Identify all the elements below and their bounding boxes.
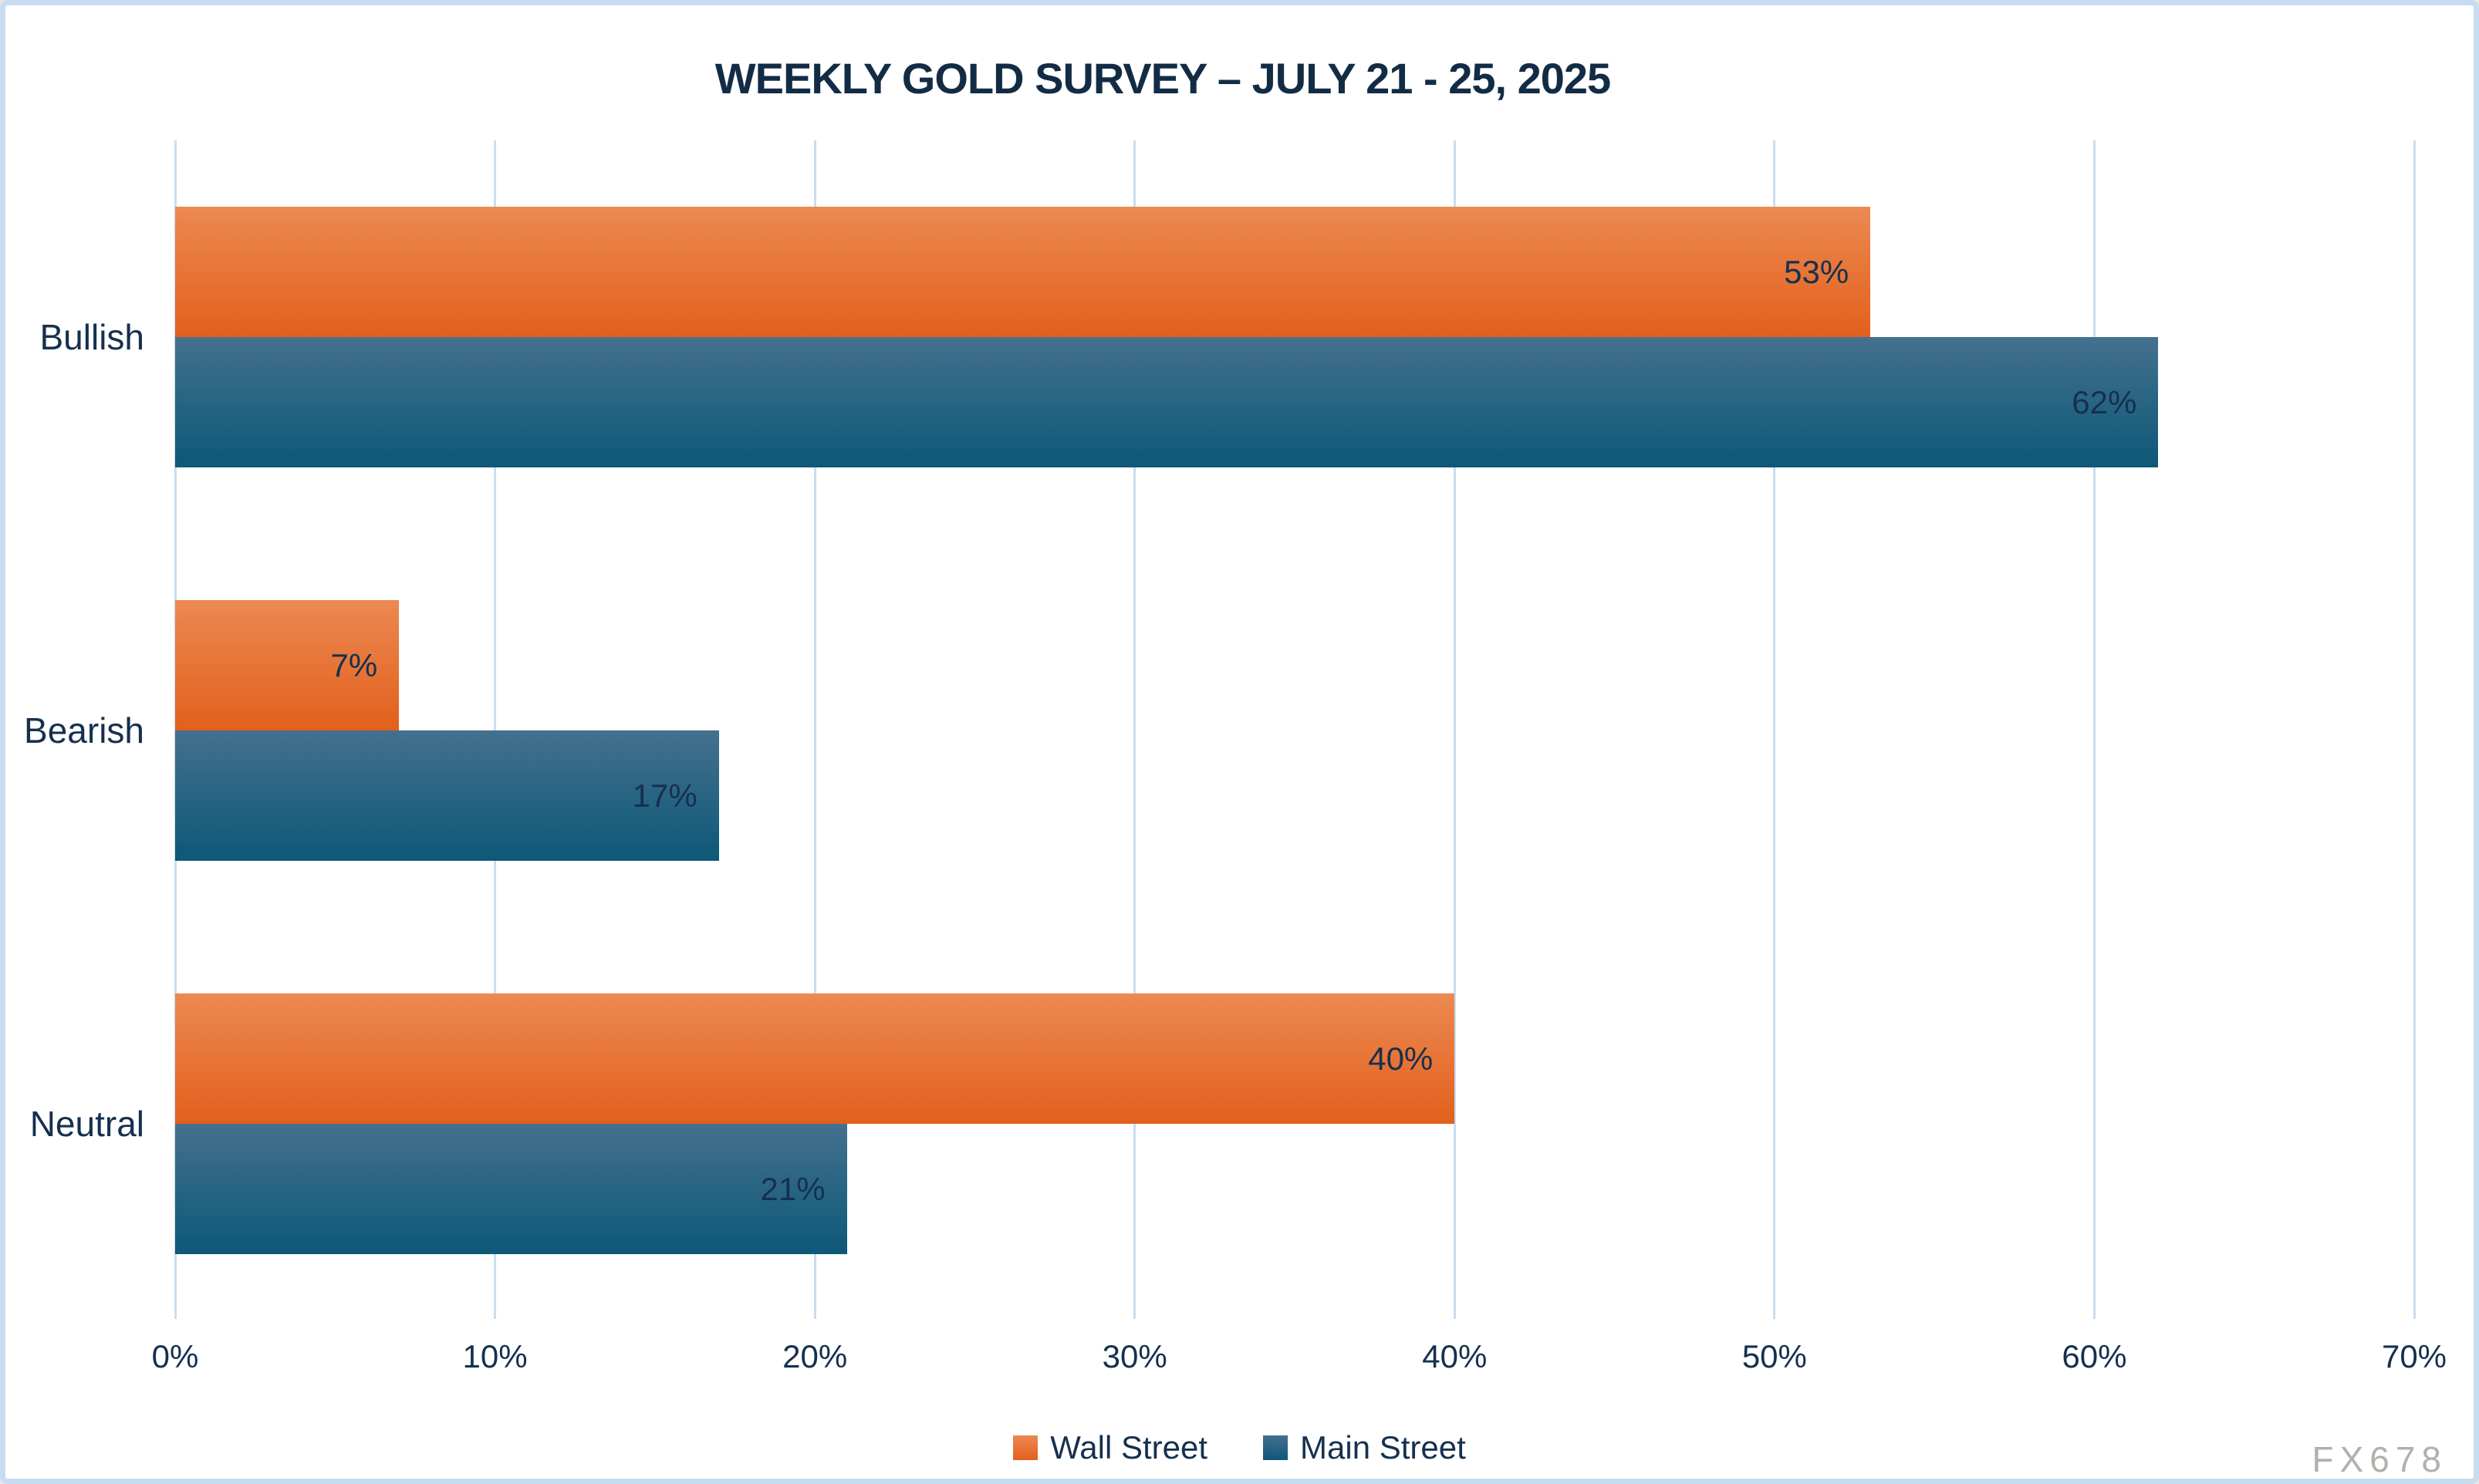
bar-value-label: 62% xyxy=(2072,383,2137,420)
gridline-30% xyxy=(1133,140,1136,1319)
category-label-bullish: Bullish xyxy=(39,317,144,357)
gridline-20% xyxy=(813,140,816,1319)
x-tick-label: 10% xyxy=(462,1338,528,1374)
bar-value-label: 21% xyxy=(760,1170,826,1207)
x-tick-label: 40% xyxy=(1422,1338,1488,1374)
legend-swatch-main-street xyxy=(1263,1435,1288,1460)
legend-item-main-street: Main Street xyxy=(1263,1429,1466,1466)
bar-main-street-neutral: 21% xyxy=(175,1124,847,1254)
gridline-40% xyxy=(1453,140,1456,1319)
legend-label: Wall Street xyxy=(1050,1429,1208,1465)
gridline-70% xyxy=(2413,140,2416,1319)
gridline-60% xyxy=(2092,140,2096,1319)
x-tick-label: 60% xyxy=(2062,1338,2127,1374)
bar-value-label: 7% xyxy=(330,646,378,683)
bar-wall-street-bullish: 53% xyxy=(175,207,1871,337)
chart-title: WEEKLY GOLD SURVEY – JULY 21 - 25, 2025 xyxy=(714,54,1611,103)
bar-main-street-bullish: 62% xyxy=(175,337,2159,467)
x-tick-label: 20% xyxy=(782,1338,848,1374)
x-tick-label: 70% xyxy=(2381,1338,2447,1374)
category-label-neutral: Neutral xyxy=(29,1104,144,1144)
bar-wall-street-neutral: 40% xyxy=(175,993,1455,1124)
legend-swatch-wall-street xyxy=(1013,1435,1039,1460)
x-tick-label: 30% xyxy=(1102,1338,1167,1374)
bar-value-label: 17% xyxy=(632,777,697,814)
x-tick-label: 50% xyxy=(1741,1338,1807,1374)
bar-value-label: 53% xyxy=(1784,253,1849,290)
legend-item-wall-street: Wall Street xyxy=(1013,1429,1207,1466)
gridline-50% xyxy=(1773,140,1776,1319)
category-label-bearish: Bearish xyxy=(24,710,144,750)
gridline-10% xyxy=(494,140,497,1319)
bar-value-label: 40% xyxy=(1368,1040,1434,1077)
bar-wall-street-bearish: 7% xyxy=(175,600,400,730)
legend: Wall Street Main Street xyxy=(5,1429,2474,1466)
legend-label: Main Street xyxy=(1300,1429,1466,1465)
x-tick-label: 0% xyxy=(151,1338,199,1374)
bar-main-street-bearish: 17% xyxy=(175,730,719,861)
watermark: FX678 xyxy=(2312,1439,2447,1479)
